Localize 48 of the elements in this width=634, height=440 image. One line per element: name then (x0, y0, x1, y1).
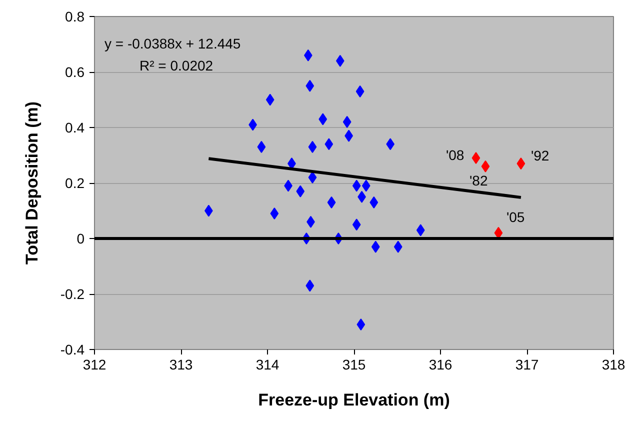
point (257, 140, 266, 153)
point (516, 158, 526, 170)
point (266, 94, 274, 106)
x-tick-label: 317 (515, 356, 539, 372)
x-tick-label: 316 (428, 356, 452, 372)
y-tick-label: 0.4 (65, 120, 85, 136)
point (356, 318, 366, 331)
point (296, 185, 305, 198)
point (481, 160, 490, 172)
point (336, 54, 344, 67)
y-axis-title: Total Deposition (m) (22, 101, 42, 265)
x-tick-label: 314 (256, 356, 280, 372)
x-tick-label: 315 (342, 356, 366, 372)
point (318, 113, 328, 126)
x-axis-title: Freeze-up Elevation (m) (258, 390, 450, 410)
y-tick-label: -0.2 (60, 286, 85, 302)
point (327, 196, 336, 208)
point (472, 152, 480, 164)
x-tick-label: 318 (602, 356, 626, 372)
point (352, 218, 361, 231)
annotation: '08 (446, 147, 464, 164)
y-tick-label: 0.6 (65, 64, 85, 80)
point (306, 280, 314, 292)
point (270, 208, 279, 220)
point (416, 224, 425, 236)
point (356, 85, 364, 98)
point (370, 196, 378, 208)
annotation: '92 (530, 148, 550, 164)
x-tick-label: 312 (82, 356, 106, 372)
point (306, 80, 314, 92)
point (362, 180, 370, 192)
point (342, 116, 352, 128)
y-tick-label: 0.2 (65, 175, 85, 191)
y-tick-label: 0.8 (65, 8, 85, 24)
point (352, 180, 361, 192)
point (394, 240, 402, 253)
x-tick-label: 313 (169, 356, 193, 372)
annotation: '82 (469, 172, 488, 188)
annotation: R² = 0.0202 (140, 58, 214, 74)
point (324, 138, 334, 150)
annotation: '05 (506, 208, 525, 225)
y-tick-label: -0.4 (60, 342, 85, 358)
point (308, 140, 317, 153)
point (304, 49, 312, 62)
point (308, 171, 317, 184)
annotation: y = -0.0388x + 12.445 (104, 36, 241, 52)
y-tick-label: 0 (76, 230, 85, 246)
point (371, 240, 380, 253)
